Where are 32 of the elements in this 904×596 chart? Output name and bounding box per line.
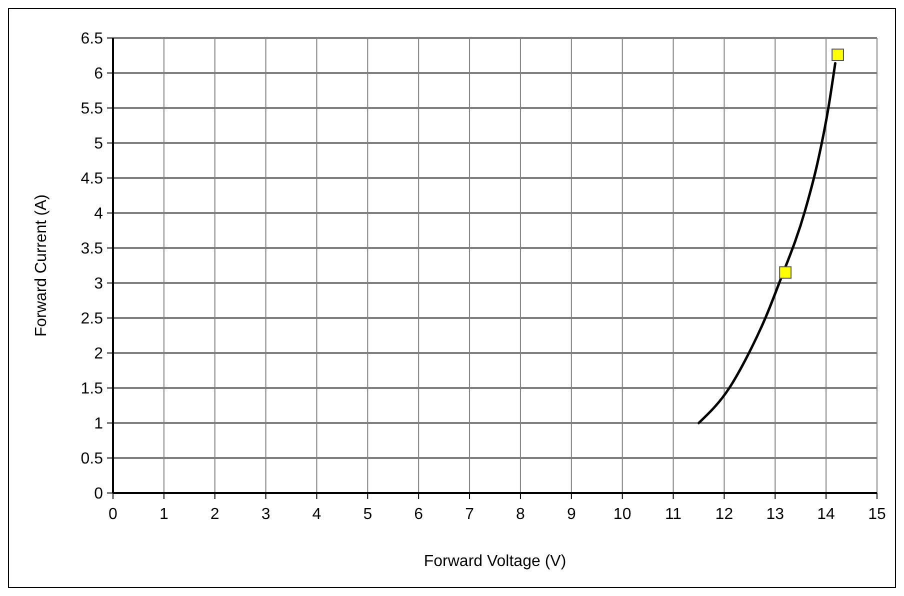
x-tick-label: 4	[312, 506, 322, 523]
y-tick-label: 6.5	[80, 30, 104, 48]
y-tick-label: 0.5	[80, 450, 104, 468]
x-tick-label: 9	[566, 506, 576, 523]
y-axis-title: Forward Current (A)	[33, 194, 50, 337]
y-tick-label: 6	[94, 66, 104, 83]
y-tick-label: 5.5	[80, 100, 104, 118]
x-axis-title: Forward Voltage (V)	[424, 553, 566, 570]
x-tick-label: 1	[159, 506, 168, 523]
x-tick-label: 8	[516, 506, 526, 523]
y-tick-label: 4	[94, 206, 104, 223]
x-tick-label: 10	[613, 506, 632, 523]
y-tick-label: 1.5	[80, 380, 104, 398]
y-tick-label: 2.5	[80, 310, 104, 328]
x-tick-label: 14	[817, 506, 836, 523]
x-tick-label: 11	[664, 506, 682, 523]
x-tick-label: 13	[766, 506, 784, 523]
x-tick-label: 6	[414, 506, 424, 523]
y-tick-label: 3.5	[80, 240, 104, 258]
y-tick-label: 1	[94, 416, 104, 433]
y-tick-label: 3	[94, 276, 104, 293]
x-tick-label: 5	[363, 506, 372, 523]
x-tick-label: 2	[210, 506, 220, 523]
y-tick-label: 2	[94, 346, 104, 363]
x-tick-label: 3	[261, 506, 270, 523]
y-tick-label: 4.5	[80, 170, 104, 188]
x-tick-label: 0	[108, 506, 118, 523]
y-tick-label: 5	[94, 136, 104, 153]
x-tick-label: 12	[715, 506, 734, 523]
x-tick-label: 15	[868, 506, 886, 523]
x-tick-label: 7	[465, 506, 474, 523]
y-tick-label: 0	[94, 486, 104, 503]
